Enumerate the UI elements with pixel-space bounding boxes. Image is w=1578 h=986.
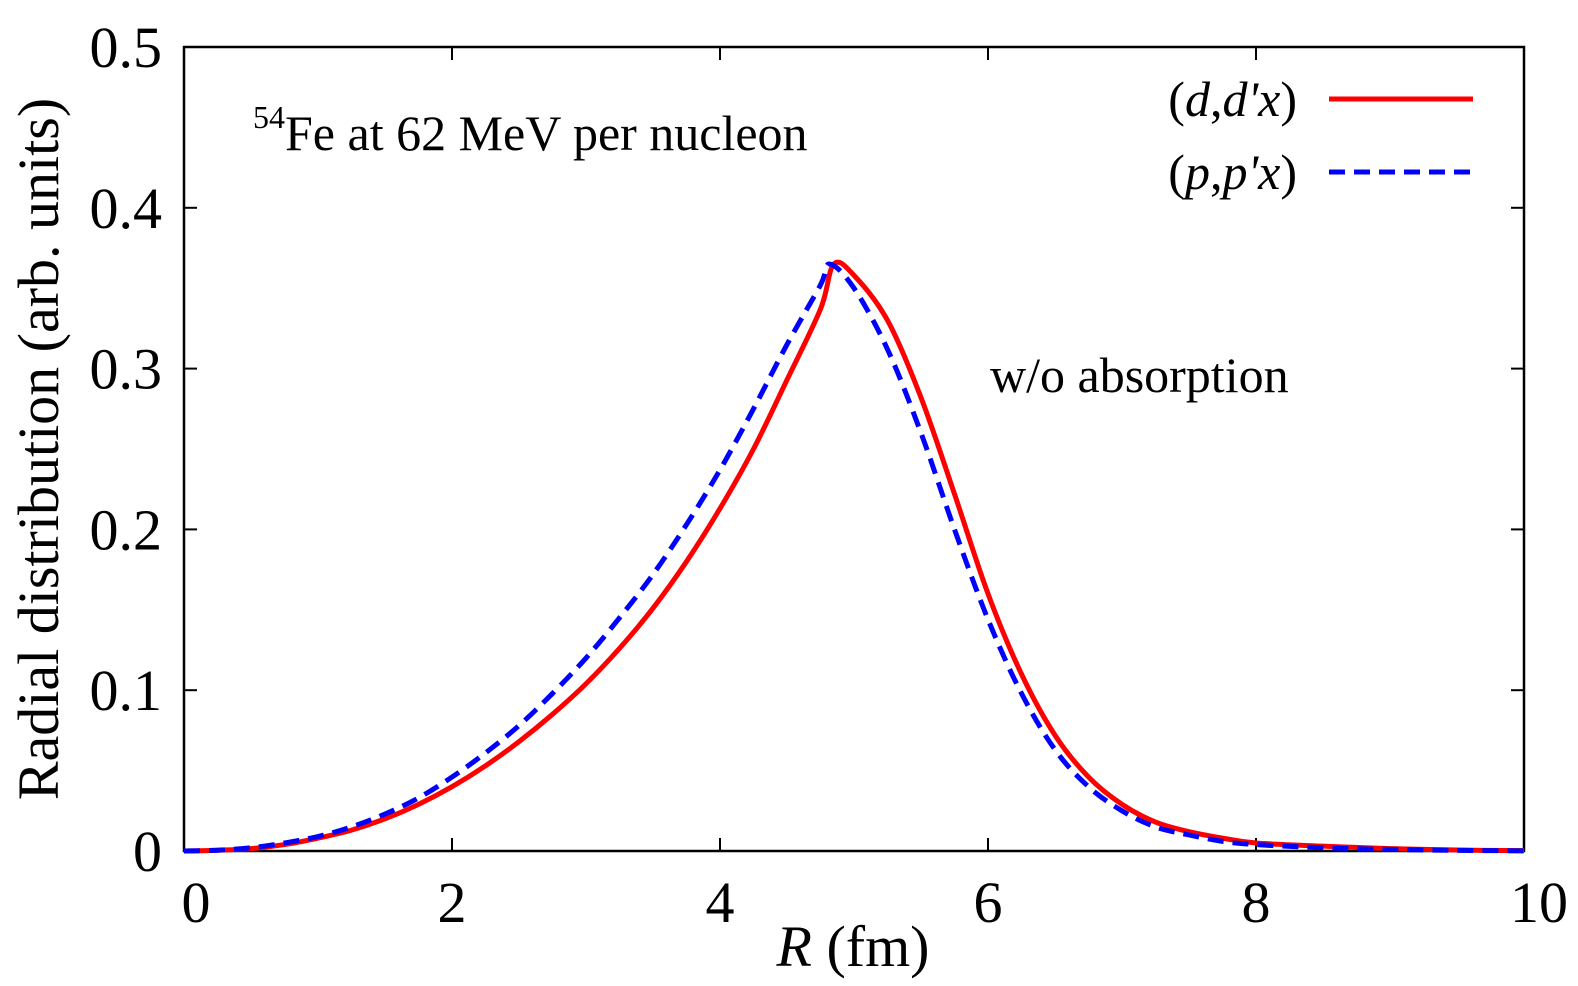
x-axis-title-variable: R <box>776 914 812 979</box>
legend-label-1: (p,p'x) <box>1168 144 1297 200</box>
series-line-1 <box>183 261 1525 854</box>
reaction-annotation: 54Fe at 62 MeV per nucleon <box>253 99 808 161</box>
y-tick-label: 0.1 <box>90 658 163 723</box>
y-tick-label: 0.3 <box>90 337 163 402</box>
y-tick-label: 0 <box>133 819 162 884</box>
y-tick-label: 0.2 <box>90 497 163 562</box>
x-tick-label: 8 <box>1242 870 1271 935</box>
y-tick-label: 0.5 <box>90 15 163 80</box>
series-line-0 <box>183 259 1525 854</box>
plot-frame <box>182 45 1526 853</box>
y-axis-title: Radial distribution (arb. units) <box>6 98 71 800</box>
x-axis-title: R (fm) <box>776 914 930 979</box>
legend-label-0: (d,d'x) <box>1168 71 1297 127</box>
x-tick-label: 6 <box>974 870 1003 935</box>
x-tick-label: 2 <box>438 870 467 935</box>
x-tick-label: 4 <box>706 870 735 935</box>
legend: (d,d'x) (p,p'x) <box>1168 71 1473 200</box>
axis-ticks: 0 2 4 6 8 10 0 0.1 0.2 0.3 0.4 0.5 <box>90 15 1569 935</box>
reaction-label: Fe at 62 MeV per nucleon <box>285 105 808 161</box>
mass-number-superscript: 54 <box>253 99 285 135</box>
x-tick-label: 0 <box>182 870 211 935</box>
condition-annotation: w/o absorption <box>990 347 1289 403</box>
data-curves <box>183 259 1525 854</box>
x-tick-label: 10 <box>1510 870 1568 935</box>
y-tick-label: 0.4 <box>90 176 163 241</box>
x-axis-title-unit: (fm) <box>812 914 930 979</box>
